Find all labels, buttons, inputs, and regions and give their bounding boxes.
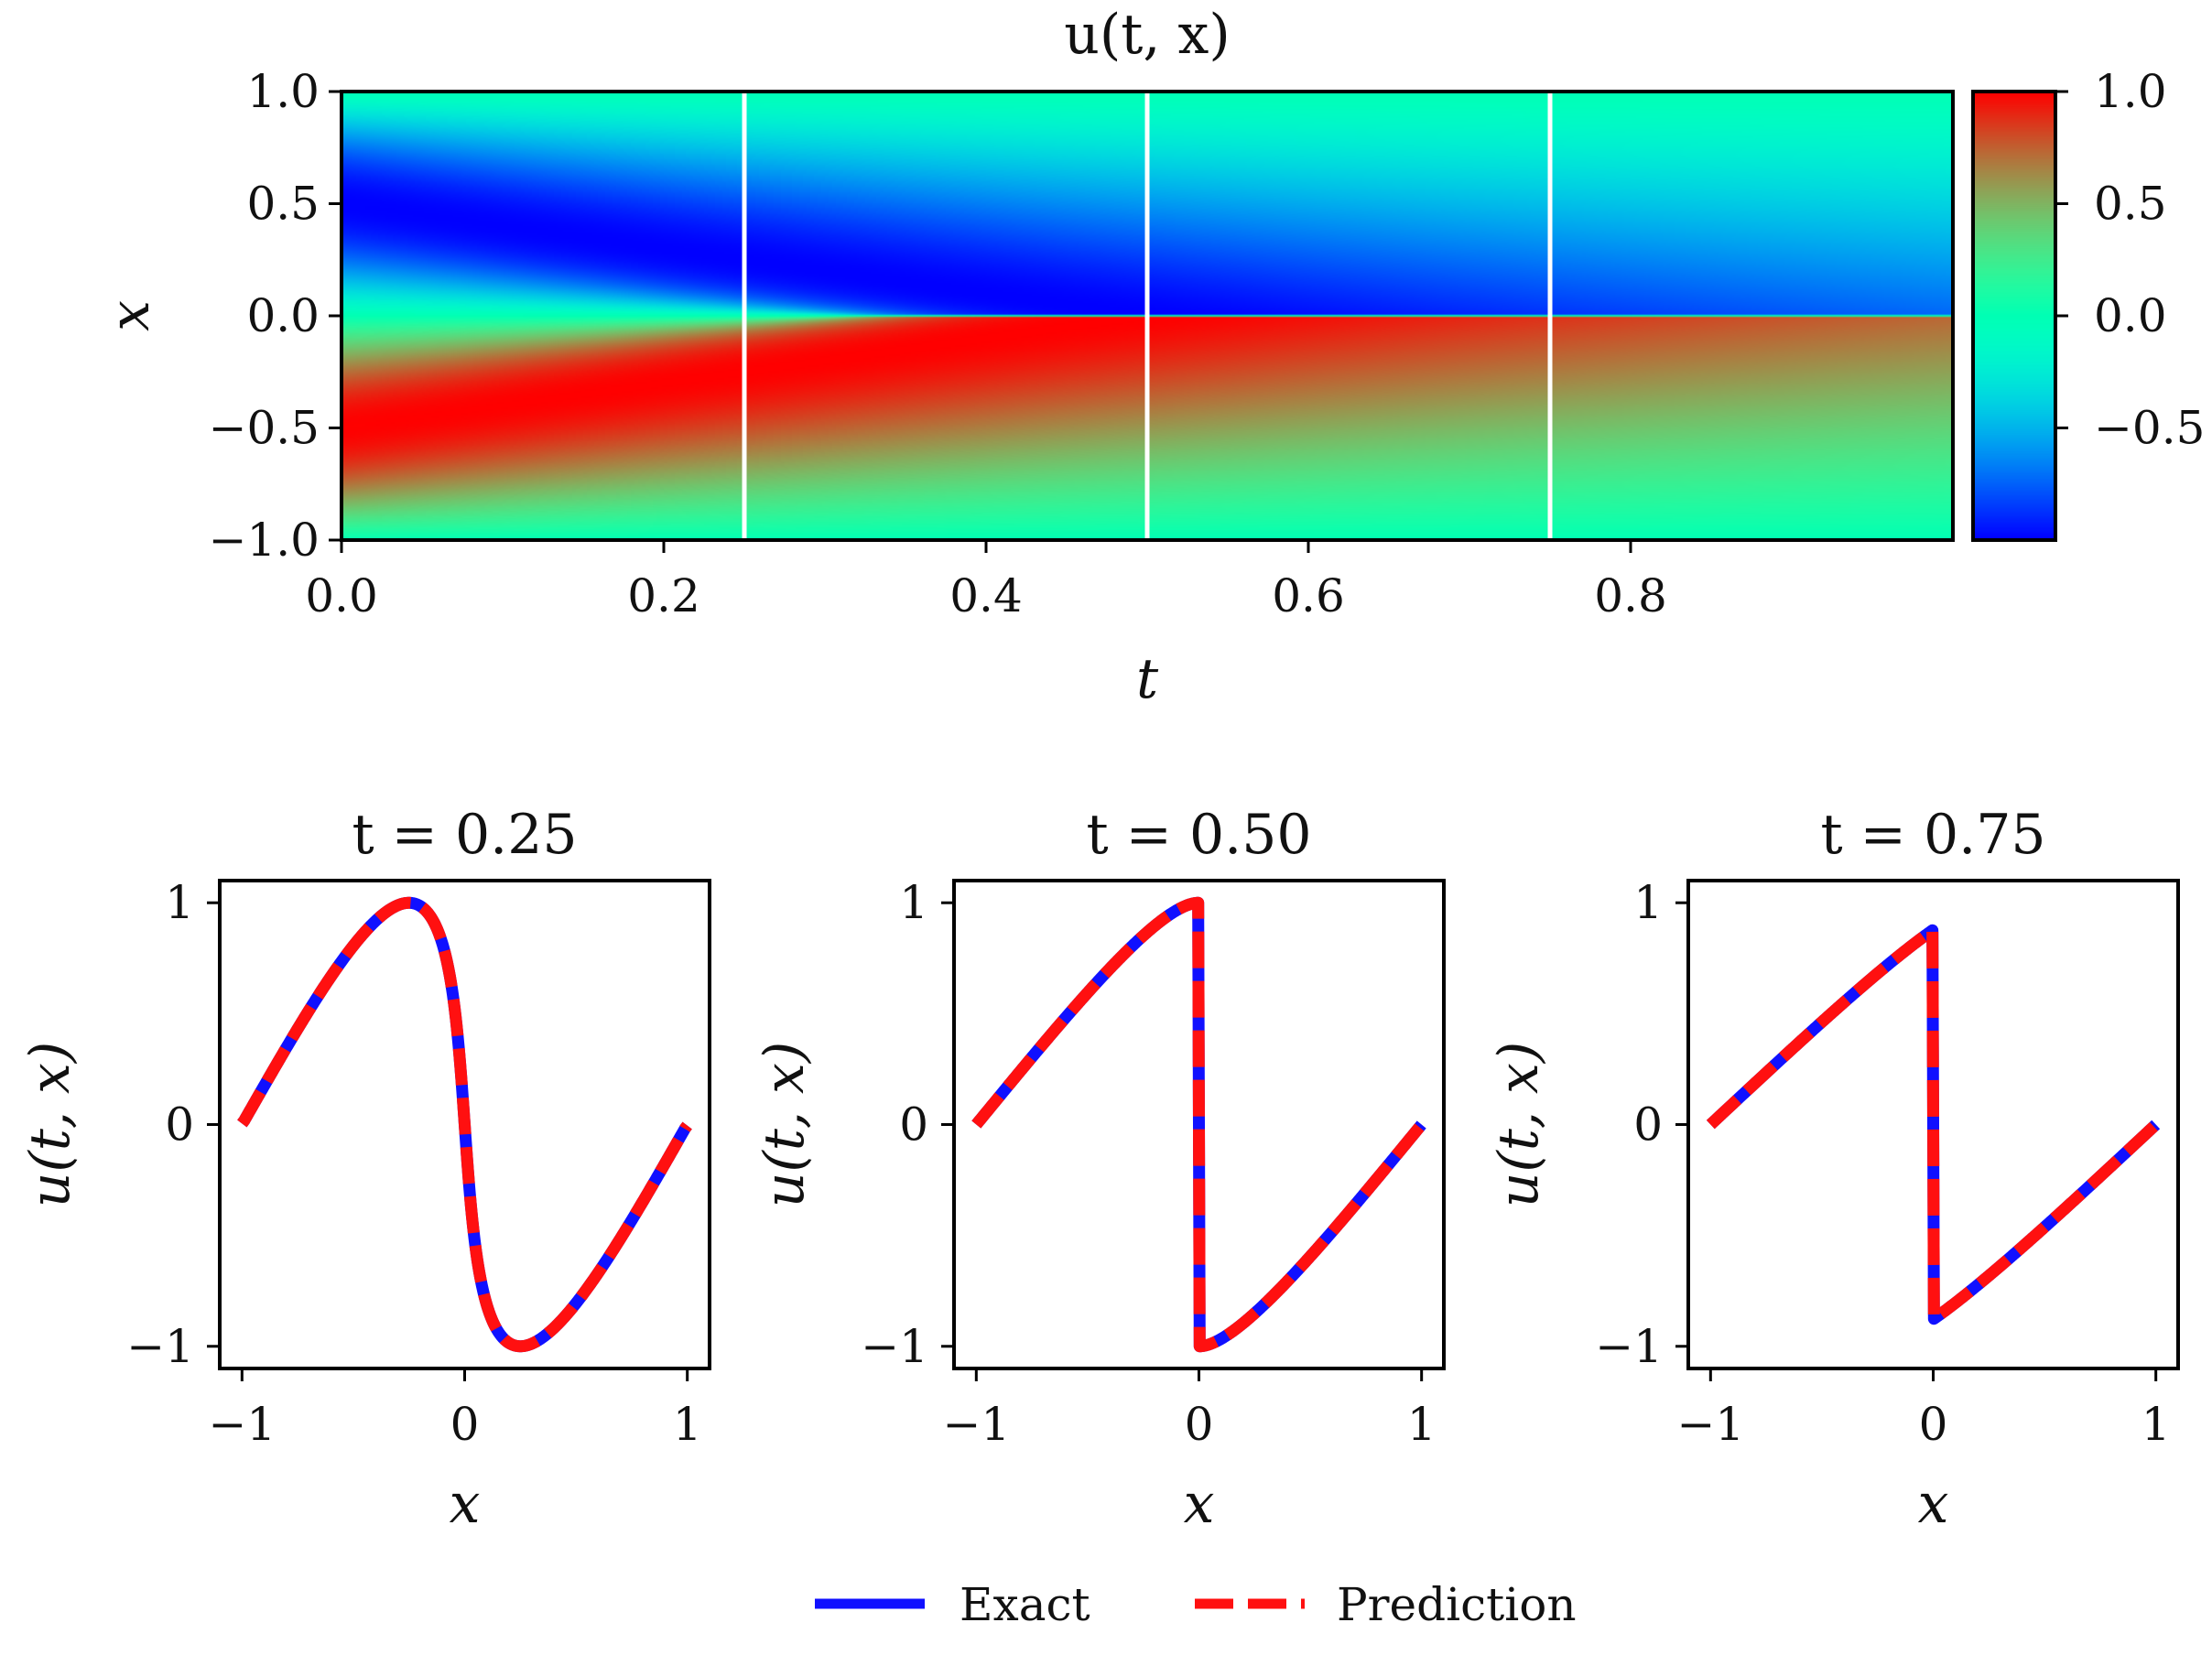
prediction-line: [236, 896, 693, 1353]
heatmap-y-tick-label: 1.0: [246, 65, 320, 118]
x-tick-label: 0: [450, 1398, 480, 1451]
heatmap-x-tick-label: 0.2: [627, 569, 700, 622]
heatmap-y-ticks: 1.0 0.5 0.0 −0.5 −1.0: [209, 65, 342, 567]
line-panel-t075: t = 0.75 −1 0 1 1 0 −1 x u(t, x): [1487, 803, 2180, 1536]
x-tick-label: −1: [1676, 1398, 1744, 1451]
heatmap-title: u(t, x): [1064, 3, 1231, 67]
y-tick-label: 1: [165, 876, 194, 929]
x-tick-label: −1: [208, 1398, 276, 1451]
heatmap-x-tick-label: 0.0: [305, 569, 378, 622]
y-tick-label: 0: [899, 1098, 928, 1152]
y-tick-label: −1: [1595, 1320, 1663, 1373]
x-tick-label: 0: [1185, 1398, 1214, 1451]
line-panel-t050: t = 0.50 −1 0 1 1 0 −1 x u(t, x): [753, 803, 1446, 1536]
x-tick-label: 0: [1919, 1398, 1948, 1451]
line-panel-t025: t = 0.25 −1 0 1 1 0 −1 x u(t, x): [18, 803, 711, 1536]
x-tick-label: 1: [1407, 1398, 1437, 1451]
x-axis-label: x: [1184, 1472, 1215, 1536]
y-axis-label: u(t, x): [18, 1042, 82, 1208]
legend-exact-label: Exact: [960, 1578, 1090, 1631]
heatmap-x-tick-label: 0.8: [1594, 569, 1667, 622]
colorbar-ticks: 1.0 0.5 0.0 −0.5: [2055, 65, 2205, 455]
heatmap-y-tick-label: −1.0: [209, 514, 320, 567]
colorbar-tick-label: 1.0: [2094, 65, 2167, 118]
prediction-line: [1705, 924, 2162, 1325]
y-tick-label: 1: [899, 876, 928, 929]
y-tick-label: −1: [861, 1320, 928, 1373]
line-panel-title: t = 0.25: [352, 803, 577, 867]
line-panel-title: t = 0.75: [1820, 803, 2045, 867]
y-tick-label: 0: [1633, 1098, 1663, 1152]
y-tick-label: 0: [165, 1098, 194, 1152]
heatmap-slice-lines: [742, 92, 1553, 540]
y-axis-label: u(t, x): [753, 1042, 817, 1208]
heatmap-y-label: x: [98, 300, 162, 331]
legend-prediction-label: Prediction: [1337, 1578, 1577, 1631]
y-tick-label: −1: [126, 1320, 194, 1373]
heatmap-x-label: t: [1136, 647, 1159, 711]
colorbar-image: [1973, 92, 2055, 540]
heatmap-x-ticks: 0.0 0.2 0.4 0.6 0.8: [305, 540, 1667, 622]
heatmap-panel: u(t, x) 0.0 0.2 0.4 0.6 0.8 1.0 0.5 0.0 −0.5 −1.…: [98, 3, 2205, 711]
colorbar-tick-label: 0.0: [2094, 289, 2167, 342]
y-axis-label: u(t, x): [1487, 1042, 1551, 1208]
colorbar-tick-label: −0.5: [2094, 402, 2205, 455]
y-tick-label: 1: [1633, 876, 1663, 929]
heatmap-x-tick-label: 0.6: [1272, 569, 1345, 622]
x-tick-label: 1: [2142, 1398, 2171, 1451]
x-axis-label: x: [1918, 1472, 1949, 1536]
colorbar-tick-label: 0.5: [2094, 178, 2167, 231]
x-tick-label: 1: [673, 1398, 702, 1451]
legend: Exact Prediction: [815, 1578, 1577, 1631]
x-axis-label: x: [450, 1472, 481, 1536]
line-panel-title: t = 0.50: [1086, 803, 1311, 867]
heatmap-x-tick-label: 0.4: [949, 569, 1023, 622]
heatmap-y-tick-label: 0.0: [246, 289, 320, 342]
heatmap-y-tick-label: 0.5: [246, 178, 320, 231]
heatmap-y-tick-label: −0.5: [209, 402, 320, 455]
x-tick-label: −1: [942, 1398, 1010, 1451]
prediction-line: [970, 896, 1427, 1353]
